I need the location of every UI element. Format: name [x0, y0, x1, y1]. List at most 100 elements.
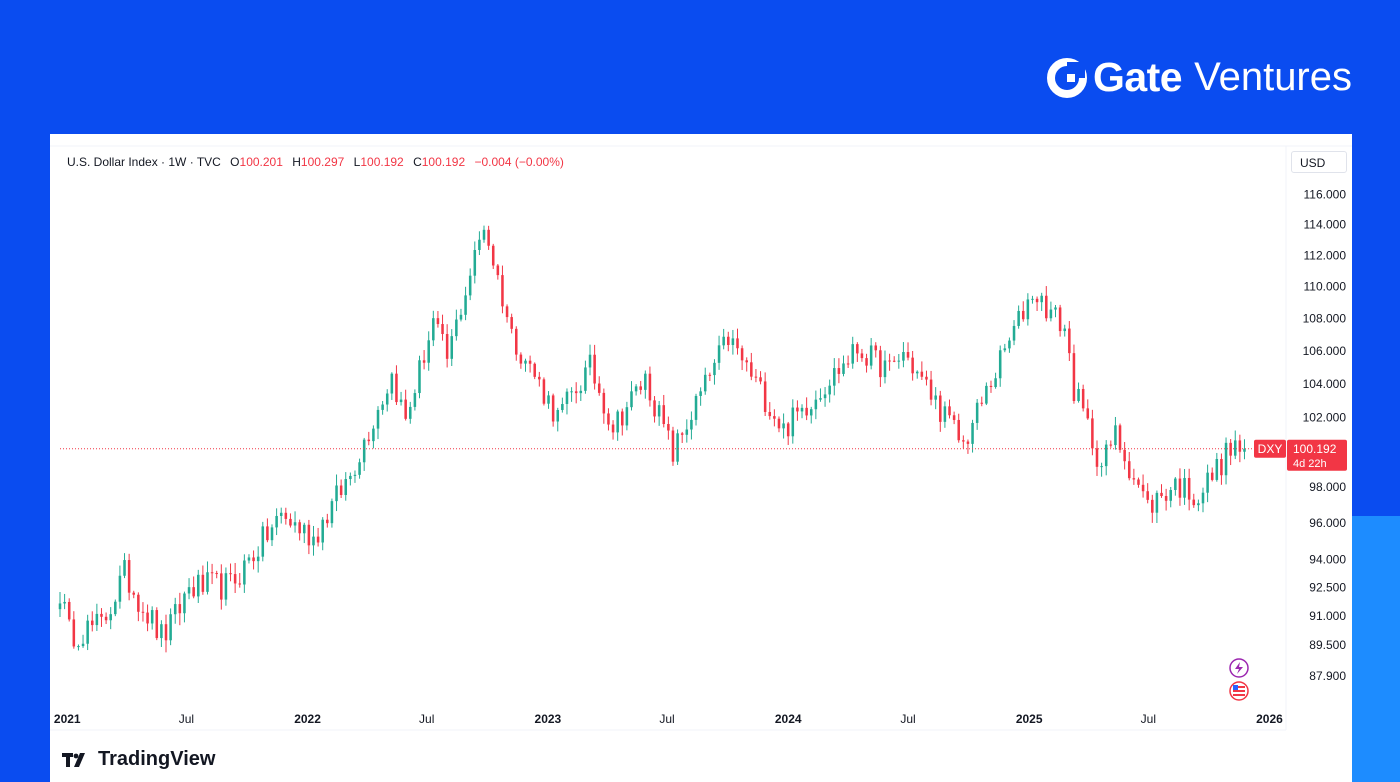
candle — [1233, 430, 1237, 460]
legend-close-value: 100.192 — [421, 155, 466, 169]
candle-body — [851, 344, 854, 364]
candle — [1040, 292, 1043, 311]
x-tick-label: Jul — [900, 712, 915, 726]
candle-body — [1086, 408, 1090, 419]
candle — [501, 265, 504, 314]
candle — [409, 401, 412, 424]
currency-button[interactable]: USD — [1291, 151, 1347, 173]
candle-body — [685, 429, 689, 435]
x-tick-label: Jul — [659, 712, 674, 726]
candle-body — [441, 324, 444, 335]
candle-body — [468, 275, 472, 296]
candle-body — [1192, 499, 1196, 506]
candle — [238, 573, 242, 588]
candle — [95, 603, 99, 631]
candle-body — [597, 383, 601, 393]
chart-legend: U.S. Dollar Index · 1W · TVC O100.201 H1… — [67, 155, 564, 169]
us-flag-icon[interactable] — [1229, 681, 1249, 701]
candle-body — [713, 362, 716, 376]
candle-body — [1081, 388, 1085, 409]
candle — [634, 384, 638, 396]
candle-body — [482, 229, 486, 240]
candle — [915, 370, 919, 379]
candle-body — [427, 340, 430, 363]
candle — [491, 243, 495, 270]
candle-body — [330, 501, 334, 524]
candle-body — [1072, 353, 1076, 401]
candle-body — [362, 439, 366, 463]
candle-body — [1220, 458, 1223, 476]
candle — [1100, 462, 1103, 477]
candle-body — [1109, 444, 1113, 446]
candle — [496, 263, 500, 280]
candle — [1210, 467, 1214, 482]
candle — [1008, 337, 1011, 353]
candle-body — [445, 334, 449, 359]
candle-body — [1206, 472, 1209, 493]
candle — [1224, 437, 1228, 485]
y-tick-label: 112.000 — [1304, 248, 1347, 262]
candle-body — [72, 619, 76, 647]
candle — [565, 388, 569, 415]
candle — [422, 350, 426, 370]
candle-body — [625, 407, 629, 426]
candle — [505, 304, 509, 323]
candle — [1220, 453, 1223, 485]
tradingview-icon — [62, 752, 85, 767]
candle-body — [473, 249, 477, 276]
candle — [220, 564, 223, 610]
x-tick-label: Jul — [1141, 712, 1156, 726]
candle-body — [1104, 444, 1108, 467]
candle — [754, 369, 758, 383]
candle-body — [312, 536, 315, 546]
candle-body — [902, 352, 905, 361]
candle-body — [307, 524, 311, 546]
candle — [372, 425, 375, 449]
candle — [256, 546, 260, 573]
candle-body — [510, 317, 513, 329]
candle-body — [579, 390, 583, 394]
candle — [247, 554, 251, 564]
y-tick-label: 108.000 — [1303, 311, 1347, 325]
candle — [777, 416, 781, 433]
candle — [141, 602, 145, 622]
flash-icon[interactable] — [1229, 658, 1249, 678]
candle — [1095, 440, 1099, 476]
candle-body — [994, 378, 997, 388]
candle-body — [809, 409, 813, 416]
candle-body — [187, 587, 191, 594]
candle-body — [934, 395, 937, 400]
candle — [1109, 440, 1113, 448]
candle-body — [404, 399, 407, 419]
candle-body — [1137, 479, 1140, 485]
candle — [1192, 493, 1196, 508]
candle — [911, 350, 914, 381]
candle — [1003, 343, 1007, 353]
candle — [731, 329, 735, 355]
candle-body — [63, 601, 66, 604]
candle — [81, 634, 85, 648]
candle-body — [593, 354, 596, 384]
candle-body — [381, 404, 384, 410]
candle — [574, 382, 578, 404]
candle — [1197, 499, 1200, 512]
candle — [1054, 304, 1057, 318]
candle — [920, 361, 924, 381]
candlestick-chart[interactable]: 116.000 114.000 112.000 110.000 108.000 106.0… — [50, 134, 1352, 782]
candle-body — [233, 574, 237, 584]
candle-body — [1224, 442, 1228, 476]
candle — [173, 597, 177, 624]
candle — [902, 342, 905, 368]
candle-body — [114, 601, 117, 615]
candle — [630, 381, 633, 411]
candle — [865, 353, 868, 373]
candle — [436, 311, 440, 328]
candle-body — [745, 360, 748, 363]
candle-body — [607, 413, 610, 425]
candle — [621, 408, 624, 436]
candle — [1035, 296, 1039, 311]
candle-body — [777, 418, 781, 429]
candle-body — [326, 519, 329, 524]
candle-body — [883, 360, 887, 378]
gate-logo-icon — [1046, 57, 1087, 98]
